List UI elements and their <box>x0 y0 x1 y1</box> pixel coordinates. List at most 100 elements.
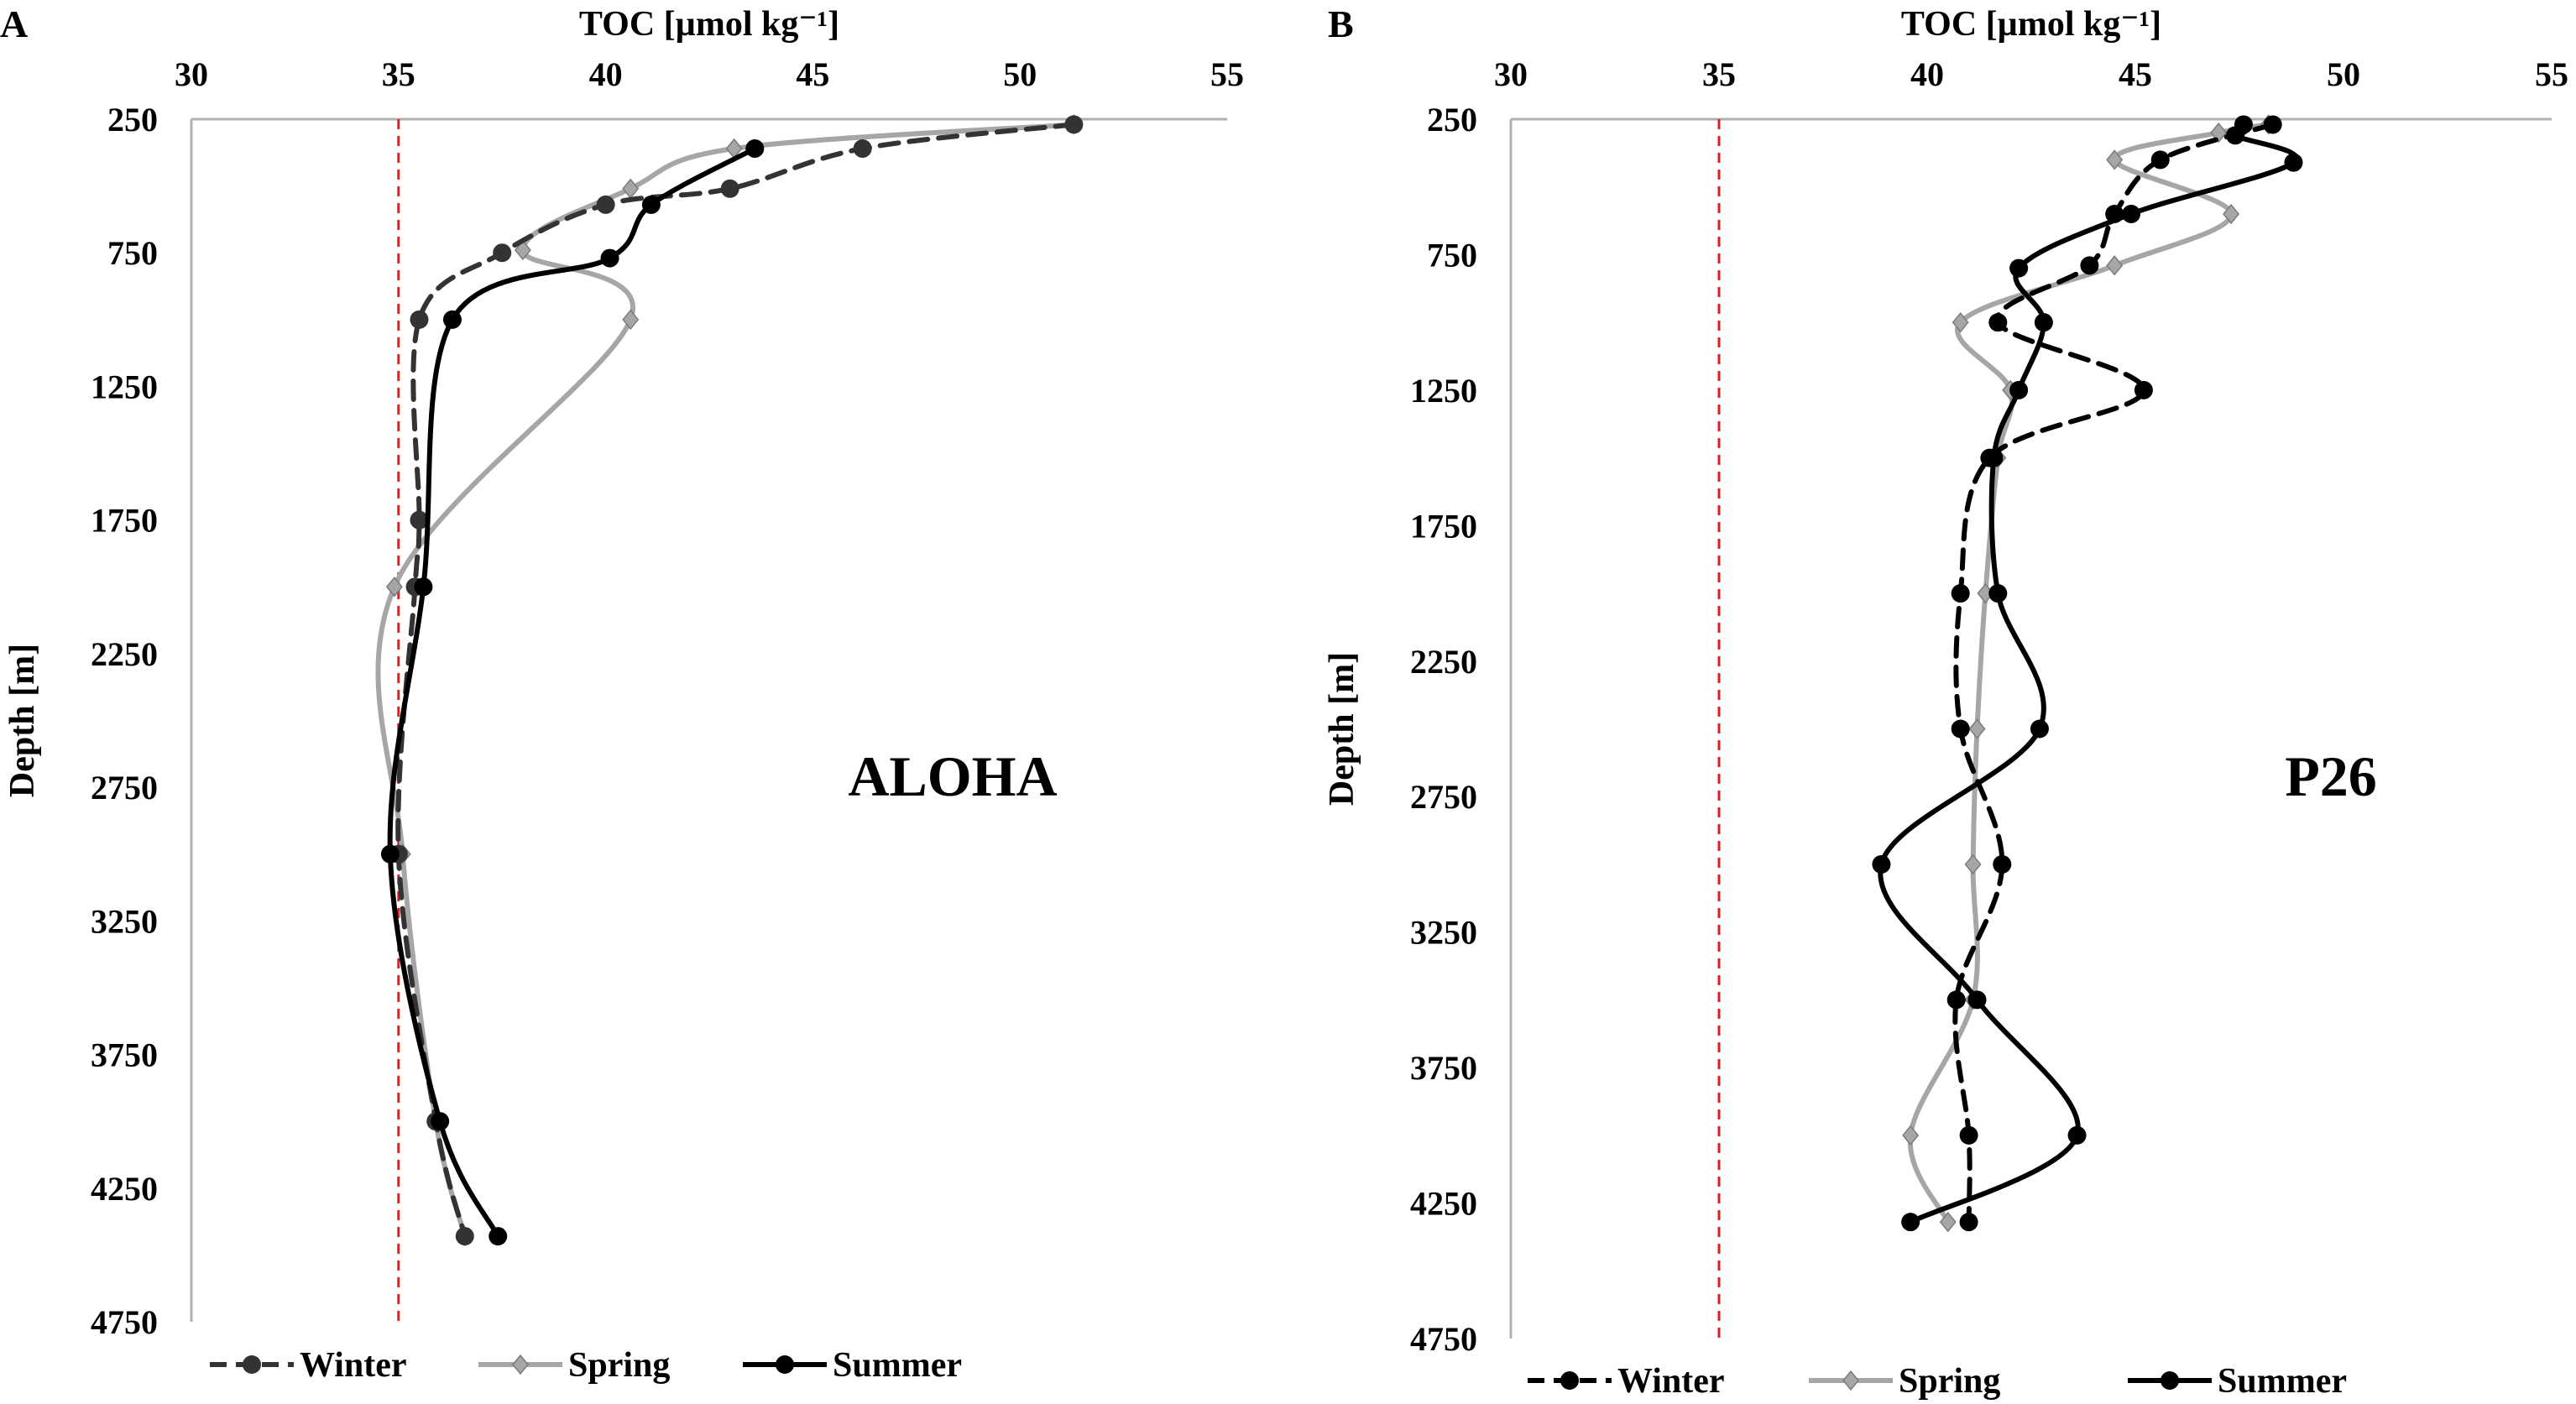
data-point <box>622 309 640 331</box>
series-line-spring <box>375 122 1077 1240</box>
data-point <box>641 195 661 214</box>
y-axis-title: Depth [m] <box>1323 652 1361 806</box>
y-tick-label: 3750 <box>91 1036 158 1074</box>
legend-label: Summer <box>833 1346 962 1385</box>
data-point <box>1959 1213 1978 1232</box>
data-point <box>1988 584 2008 603</box>
data-point <box>1984 448 2004 467</box>
data-point <box>745 139 765 159</box>
y-tick-label: 3750 <box>1410 1049 1477 1087</box>
panel-b: B TOC [µmol kg⁻¹] 30 35 40 45 50 55 250 750 1250 17… <box>1323 3 2568 1401</box>
data-point <box>414 577 433 597</box>
x-tick-label: 50 <box>1003 55 1037 93</box>
y-tick-label: 1750 <box>91 502 158 540</box>
legend-item-spring: Spring <box>1809 1362 2000 1401</box>
data-point <box>1946 990 1966 1010</box>
data-point <box>2134 380 2153 399</box>
legend-swatch-marker <box>1842 1370 1859 1391</box>
data-point <box>442 310 462 329</box>
x-tick-label: 40 <box>589 55 623 93</box>
y-tick-label: 250 <box>1427 101 1477 138</box>
series-line-spring <box>1907 122 2271 1225</box>
y-axis-title: Depth [m] <box>3 644 42 797</box>
data-point <box>2080 256 2099 275</box>
x-axis-title: TOC [µmol kg⁻¹] <box>579 5 839 44</box>
data-point <box>1952 311 1969 333</box>
x-tick-label: 45 <box>796 55 829 93</box>
series-line-winter <box>1952 122 2276 1225</box>
data-point <box>1951 719 1970 739</box>
data-point <box>410 310 429 329</box>
x-tick-label: 55 <box>1210 55 1244 93</box>
data-point <box>2226 126 2245 145</box>
data-point <box>2034 313 2053 332</box>
panel-letter: A <box>0 3 28 45</box>
y-tick-label: 2750 <box>91 769 158 806</box>
data-point <box>2150 150 2170 170</box>
data-point <box>431 1112 450 1131</box>
data-point <box>2223 203 2240 225</box>
data-point <box>1993 854 2012 874</box>
series-spring <box>375 114 1083 1247</box>
y-tick-label: 1750 <box>1410 507 1477 545</box>
data-point <box>2284 153 2303 172</box>
series-winter <box>1946 115 2282 1232</box>
data-point <box>1988 313 2008 332</box>
x-tick-label: 50 <box>2327 55 2360 93</box>
data-point <box>2009 258 2029 278</box>
legend-item-summer: Summer <box>2128 1362 2347 1401</box>
x-tick-label: 35 <box>1702 55 1736 93</box>
y-tick-label: 3250 <box>91 902 158 940</box>
data-point <box>1967 990 1987 1010</box>
data-point <box>2009 380 2029 399</box>
data-point <box>493 243 512 263</box>
y-tick-label: 750 <box>1427 236 1477 274</box>
legend-item-winter: Winter <box>210 1346 407 1385</box>
data-point <box>1064 115 1084 134</box>
legend-swatch-marker <box>512 1354 529 1375</box>
data-point <box>1939 1211 1957 1233</box>
data-point <box>2106 255 2124 276</box>
legend-swatch-marker <box>2161 1371 2179 1390</box>
legend: Winter Spring Summer <box>1528 1362 2347 1401</box>
series-summer <box>1872 115 2303 1232</box>
legend-item-winter: Winter <box>1528 1362 1725 1401</box>
data-point <box>2067 1125 2087 1145</box>
legend-swatch-marker <box>1560 1371 1579 1390</box>
y-tick-label: 4750 <box>91 1303 158 1341</box>
panel-letter: B <box>1328 3 1354 45</box>
data-point <box>385 577 403 598</box>
legend: Winter Spring Summer <box>210 1346 962 1385</box>
y-tick-label: 2750 <box>1410 778 1477 816</box>
legend-item-spring: Spring <box>478 1346 670 1385</box>
panel-a: A TOC [µmol kg⁻¹] 30 35 40 45 50 55 250 750 1250 17… <box>0 3 1244 1385</box>
legend-swatch-marker <box>243 1355 261 1374</box>
legend-label: Spring <box>568 1346 670 1385</box>
data-point <box>410 510 429 530</box>
legend-swatch-marker <box>776 1355 794 1374</box>
data-point <box>1872 854 1891 874</box>
y-tick-label: 4250 <box>91 1170 158 1208</box>
legend-label: Summer <box>2218 1362 2347 1401</box>
data-point <box>2263 115 2282 134</box>
station-label: P26 <box>2285 744 2377 808</box>
data-point <box>1951 584 1970 603</box>
y-tick-label: 250 <box>107 101 158 138</box>
y-tick-label: 750 <box>107 234 158 272</box>
data-point <box>853 139 872 159</box>
data-point <box>1968 718 1986 739</box>
station-label: ALOHA <box>848 744 1057 808</box>
x-tick-label: 35 <box>382 55 415 93</box>
data-point <box>2210 122 2228 144</box>
x-tick-label: 40 <box>1910 55 1944 93</box>
legend-item-summer: Summer <box>743 1346 962 1385</box>
y-tick-label: 4250 <box>1410 1185 1477 1223</box>
data-point <box>1901 1213 1920 1232</box>
y-tick-label: 2250 <box>91 635 158 673</box>
data-point <box>622 178 640 199</box>
data-point <box>380 844 400 864</box>
series-line-summer <box>1878 122 2299 1225</box>
data-point <box>2122 205 2141 224</box>
data-point <box>2106 149 2124 170</box>
data-point <box>720 179 739 198</box>
